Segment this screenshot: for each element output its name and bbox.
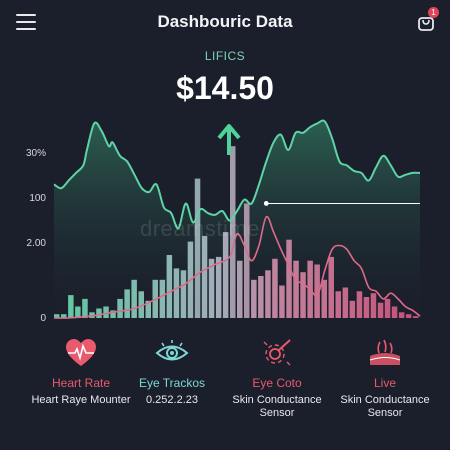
chart-bar — [413, 316, 419, 318]
metric-eye-tracking[interactable]: Eye Trackos 0.252.2.23 — [117, 338, 227, 407]
app-header: Dashbouric Data 1 — [0, 0, 450, 46]
chart-bar — [54, 314, 60, 318]
chart-bar — [222, 232, 229, 318]
chart-bar — [173, 268, 180, 318]
chart-bar — [68, 295, 74, 318]
metric-title-text: Eye Trackos — [138, 376, 206, 390]
chart-bar — [321, 279, 327, 318]
chart-bar — [377, 302, 384, 318]
metric-subtitle: Heart Raye Mounter — [31, 394, 131, 406]
chart-bar — [356, 291, 363, 318]
chart-bar — [96, 308, 102, 318]
cart-icon[interactable] — [416, 12, 436, 32]
chart-bar — [335, 291, 341, 318]
chart-bar — [82, 298, 88, 318]
chart-bar — [131, 279, 137, 318]
skin-layers-icon — [369, 339, 401, 365]
page-title: Dashbouric Data — [157, 12, 293, 31]
metric-skin-sensor[interactable]: Eye Coto Skin Conductance Sensor — [222, 338, 332, 420]
chart-bar — [398, 312, 405, 318]
chart-bar — [265, 270, 271, 318]
chart-bar — [208, 258, 215, 318]
chart-bar — [61, 314, 67, 318]
summary-label: LIFICS — [204, 49, 246, 63]
cart-badge: 1 — [428, 7, 439, 18]
chart-bar — [279, 285, 285, 318]
metric-live[interactable]: Live Skin Conductance Sensor — [330, 338, 440, 420]
chart-bar — [363, 297, 370, 318]
chart-bar — [103, 306, 109, 318]
metric-title: Heart Rate — [51, 376, 111, 390]
chart-bar — [300, 272, 306, 318]
chart-bar — [314, 264, 320, 318]
activity-chart: 30% 100 2.00 0 — [26, 119, 421, 324]
skin-sensor-icon — [263, 339, 291, 366]
menu-icon[interactable] — [16, 14, 36, 30]
watermark-text: dreamstime — [140, 216, 260, 241]
metric-title: Eye Coto — [252, 376, 302, 390]
arrow-up-icon — [217, 124, 241, 155]
metric-subtitle: 0.252.2.23 — [146, 394, 198, 406]
metric-heart-rate[interactable]: Heart Rate Heart Raye Mounter — [26, 338, 136, 407]
chart-bar — [180, 270, 187, 318]
chart-bar — [237, 260, 243, 318]
chart-bar — [251, 279, 257, 318]
chart-bar — [138, 291, 144, 318]
chart-bar — [405, 314, 412, 318]
chart-bar — [230, 146, 236, 318]
chart-bar — [159, 279, 166, 318]
metric-title: Eye Trackos — [117, 376, 227, 390]
chart-bar — [110, 310, 116, 318]
chart-bar — [145, 300, 151, 318]
chart-bar — [75, 306, 81, 318]
summary-amount: $14.50 — [176, 70, 274, 106]
chart-bar — [194, 178, 201, 318]
eye-icon — [155, 340, 189, 361]
heart-pulse-icon — [66, 339, 96, 366]
y-tick-label: 0 — [40, 313, 46, 324]
chart-bar — [293, 260, 299, 318]
metrics-row: Heart Rate Heart Raye Mounter Eye Tracko… — [0, 338, 450, 438]
chart-bar — [328, 256, 334, 318]
chart-bar — [215, 256, 222, 318]
chart-bar — [244, 203, 250, 318]
chart-bar — [349, 300, 356, 318]
upper-series-line — [53, 119, 421, 230]
chart-bar — [272, 258, 278, 318]
chart-bar — [258, 276, 264, 318]
chart-bar — [166, 255, 173, 318]
metric-subtitle: Skin Conductance Sensor — [232, 394, 322, 419]
y-tick-label: 100 — [29, 193, 46, 204]
chart-bar — [124, 289, 130, 318]
lower-series-line — [53, 215, 421, 319]
chart-bar — [370, 293, 377, 318]
metric-title: Live — [373, 376, 396, 390]
chart-bar — [384, 298, 391, 318]
chart-bar — [391, 306, 398, 318]
y-tick-label: 2.00 — [27, 238, 47, 249]
reference-point — [263, 201, 269, 206]
chart-bar — [117, 298, 123, 318]
chart-bar — [286, 239, 292, 318]
chart-bar — [342, 287, 349, 318]
metric-subtitle: Skin Conductance Sensor — [340, 394, 430, 419]
y-tick-label: 30% — [26, 148, 46, 159]
chart-bar — [201, 235, 208, 318]
